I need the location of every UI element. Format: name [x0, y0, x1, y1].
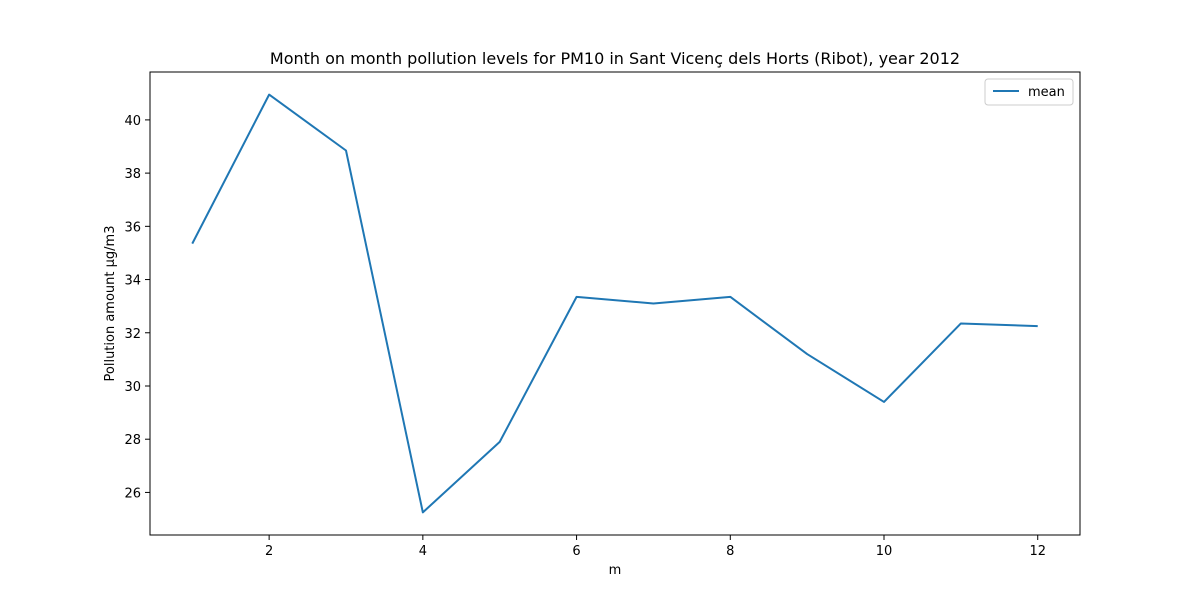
axis-ticks: 2 4 6 8 10 12 26 28 30 32 34 36 38 40: [124, 114, 1046, 559]
legend: mean: [984, 78, 1074, 106]
x-tick-label: 6: [572, 544, 580, 559]
y-tick-label: 36: [124, 220, 141, 235]
plot-area: [150, 72, 1080, 535]
y-tick-label: 28: [124, 433, 141, 448]
x-axis-label: m: [609, 563, 622, 578]
legend-box: [984, 78, 1074, 106]
x-tick-label: 10: [876, 544, 893, 559]
y-tick-label: 40: [124, 114, 141, 129]
series-layer: [191, 93, 1038, 514]
legend-label: mean: [1028, 85, 1065, 100]
chart-title: Month on month pollution levels for PM10…: [270, 49, 960, 68]
y-tick-label: 38: [124, 167, 141, 182]
y-tick-label: 26: [124, 486, 141, 501]
x-tick-label: 8: [726, 544, 734, 559]
y-tick-label: 32: [124, 327, 141, 342]
x-tick-label: 4: [419, 544, 427, 559]
x-tick-label: 2: [265, 544, 273, 559]
y-axis-label: Pollution amount µg/m3: [103, 226, 118, 382]
y-tick-label: 30: [124, 380, 141, 395]
plot-frame: [149, 71, 1081, 536]
series-line-mean: [191, 93, 1038, 514]
x-tick-label: 12: [1029, 544, 1046, 559]
y-tick-label: 34: [124, 274, 141, 289]
